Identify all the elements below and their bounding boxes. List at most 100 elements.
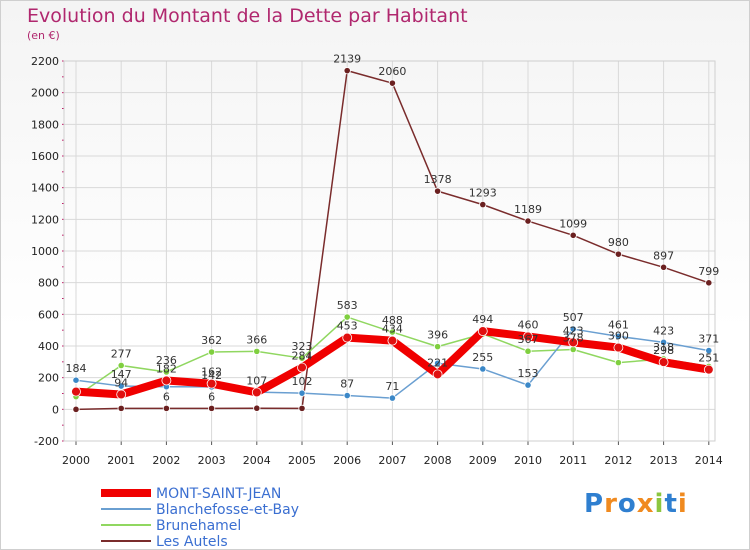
data-label: 488 [382,314,403,327]
data-point [208,348,216,356]
data-point [388,394,396,402]
data-point [72,376,80,384]
data-point [117,361,125,370]
data-point [705,346,713,355]
data-label: 298 [653,344,674,357]
chart-subtitle: (en €) [27,29,60,42]
data-point [614,250,623,258]
x-tick-label: 2000 [62,454,90,467]
data-label: 142 [201,369,222,382]
data-point [659,263,668,271]
data-label: 162 [201,366,222,379]
data-point [343,313,351,321]
data-label: 799 [698,265,719,278]
data-label: 423 [563,324,584,337]
logo-letter: r [604,489,618,519]
data-point [298,389,306,397]
data-label: 107 [246,374,267,387]
y-tick-label: 0 [52,403,59,416]
x-tick-label: 2010 [514,454,542,467]
logo-letter: x [636,489,655,519]
data-point [71,386,81,397]
data-point [569,325,577,333]
data-label: 434 [382,323,403,336]
logo-letter: P [584,489,605,519]
logo-letter: o [617,489,637,519]
data-point [433,343,442,351]
x-tick-label: 2013 [650,454,678,467]
x-tick-label: 2003 [198,454,226,467]
data-label: 897 [653,249,674,262]
x-tick-label: 2011 [559,454,587,467]
data-point [251,387,262,398]
data-point [703,364,714,375]
plot-area [63,60,716,442]
x-tick-label: 2009 [469,454,497,467]
data-label: 6 [208,390,215,403]
data-point [433,187,442,195]
data-label: 453 [337,320,358,333]
data-label: 396 [427,329,448,342]
data-point [388,328,396,336]
y-tick-label: 1000 [31,245,59,258]
data-point [523,331,533,342]
data-label: 494 [472,313,493,326]
y-tick-label: 2000 [31,87,59,100]
x-tick-label: 2001 [107,454,135,467]
data-point [524,381,532,389]
y-tick-label: 1600 [31,150,59,163]
data-label: 507 [563,311,584,324]
y-tick-label: 1200 [31,213,59,226]
data-label: 583 [337,299,358,312]
data-point [614,359,623,367]
data-point [568,337,579,348]
data-label: 318 [653,341,674,354]
data-point [297,362,307,373]
data-label: 366 [246,333,267,346]
data-label: 6 [163,390,170,403]
data-label: 284 [292,350,313,363]
data-label: 367 [518,333,539,346]
data-label: 71 [385,380,399,393]
data-point [613,342,624,353]
chart-title: Evolution du Montant de la Dette par Hab… [27,5,468,27]
proxiti-logo: Proxiti [584,489,688,519]
data-point [298,354,306,362]
data-label: 221 [427,356,448,369]
data-label: 102 [292,375,313,388]
data-point [387,335,398,346]
logo-letter: i [654,489,665,519]
data-point [477,326,488,337]
data-label: 255 [472,351,493,364]
x-tick-label: 2007 [378,454,406,467]
legend-label: MONT-SAINT-JEAN [156,486,281,502]
data-point [705,279,713,287]
data-label: 362 [201,334,222,347]
data-label: 251 [698,352,719,365]
y-tick-label: 1800 [31,118,59,131]
data-point [208,404,216,412]
data-label: 371 [698,333,719,346]
data-point [432,369,443,380]
data-label: 182 [156,363,177,376]
data-point [253,347,261,355]
data-label: 277 [111,347,132,360]
data-point [524,217,532,225]
data-label: 236 [156,354,177,367]
y-tick-label: -200 [34,435,59,448]
logo-letter: i [677,489,688,519]
data-label: 980 [608,236,629,249]
data-point [433,359,442,367]
data-point [658,357,669,368]
data-point [342,332,353,343]
y-tick-label: 800 [38,277,59,290]
data-point [343,391,351,400]
data-point [117,404,125,412]
data-label: 1378 [424,173,452,186]
data-label: 423 [653,324,674,337]
legend-label: Les Autels [156,534,228,549]
data-label: 1189 [514,203,542,216]
y-tick-label: 200 [38,372,59,385]
x-tick-label: 2006 [333,454,361,467]
data-label: 460 [518,319,539,332]
